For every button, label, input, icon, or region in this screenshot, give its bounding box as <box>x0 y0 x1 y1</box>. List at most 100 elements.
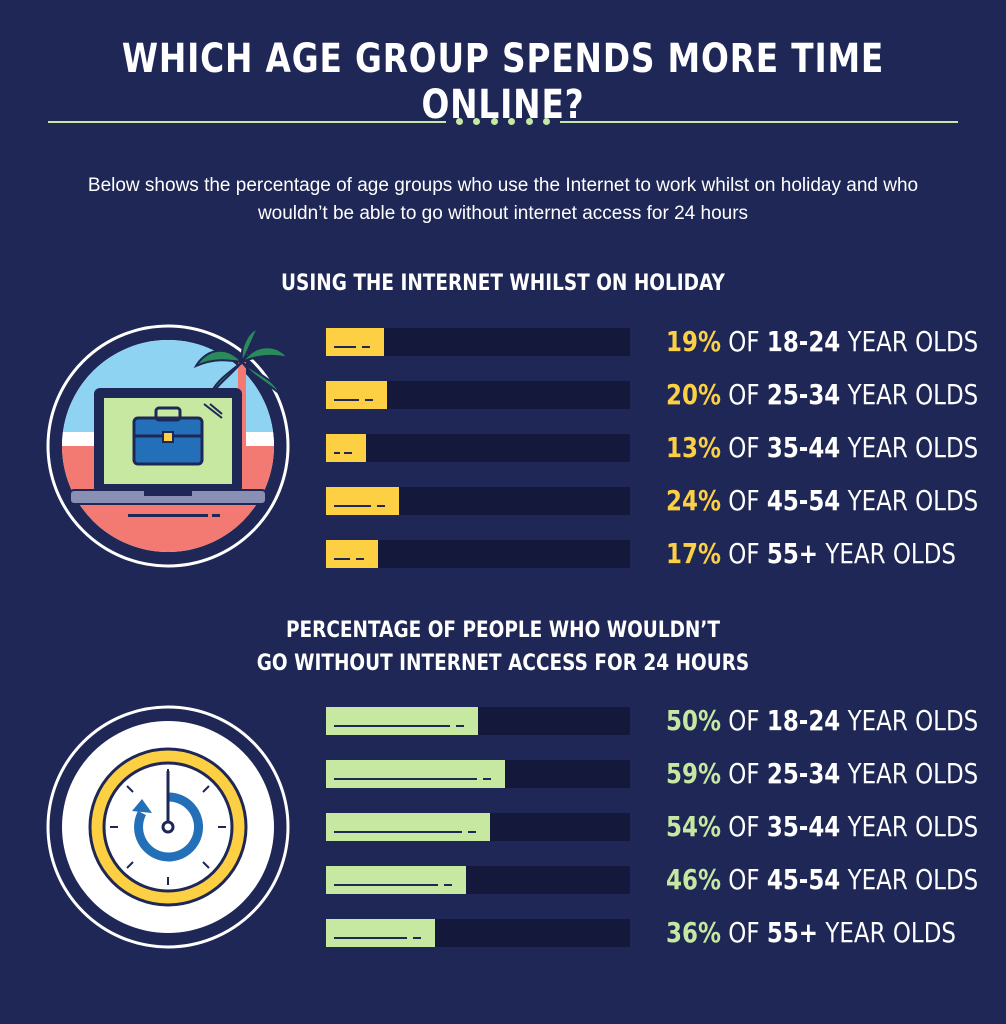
bar-category-label: 25-34 <box>766 378 841 411</box>
bar-row: 59% OF 25-34 YEAR OLDS <box>326 757 978 790</box>
holiday-chart-title: USING THE INTERNET WHILST ON HOLIDAY <box>281 271 725 296</box>
bar-suffix-text: YEAR OLDS <box>840 863 979 896</box>
bar-of-text: OF <box>720 325 767 358</box>
bar-dash <box>356 558 364 560</box>
bar-25-34 <box>326 381 387 409</box>
divider-dot <box>508 118 516 125</box>
bar-dash <box>334 452 340 454</box>
bar-label: 46% OF 45-54 YEAR OLDS <box>666 860 978 900</box>
bar-track <box>326 487 630 515</box>
bar-45-54 <box>326 487 399 515</box>
bar-dash <box>334 558 350 560</box>
bar-suffix-text: YEAR OLDS <box>840 378 979 411</box>
bar-row: 13% OF 35-44 YEAR OLDS <box>326 431 978 464</box>
bar-dash <box>413 937 421 939</box>
bar-dash <box>334 884 438 886</box>
bar-track <box>326 328 630 356</box>
bar-category-label: 45-54 <box>766 863 841 896</box>
bar-dash <box>334 937 407 939</box>
bar-dash <box>456 725 464 727</box>
bar-label: 54% OF 35-44 YEAR OLDS <box>666 807 978 847</box>
bar-25-34 <box>326 760 505 788</box>
bar-dash <box>468 831 476 833</box>
bar-of-text: OF <box>720 537 767 570</box>
bar-suffix-text: YEAR OLDS <box>840 431 979 464</box>
bar-label: 17% OF 55+ YEAR OLDS <box>666 534 956 574</box>
bar-row: 46% OF 45-54 YEAR OLDS <box>326 863 978 896</box>
bar-category-label: 55+ <box>766 916 819 949</box>
divider-dots <box>456 118 550 126</box>
bar-value-label: 20% <box>666 378 721 411</box>
bar-value-label: 24% <box>666 484 721 517</box>
bar-row: 24% OF 45-54 YEAR OLDS <box>326 484 978 517</box>
bar-suffix-text: YEAR OLDS <box>840 484 979 517</box>
bar-dash <box>362 346 370 348</box>
bar-category-label: 45-54 <box>766 484 841 517</box>
bar-of-text: OF <box>720 810 767 843</box>
bar-row: 19% OF 18-24 YEAR OLDS <box>326 325 978 358</box>
bar-dash <box>334 399 359 401</box>
divider-dot <box>473 118 481 125</box>
bar-dash <box>334 831 462 833</box>
bar-track <box>326 381 630 409</box>
divider-line-right <box>560 121 958 123</box>
bar-dash <box>334 725 450 727</box>
bar-label: 50% OF 18-24 YEAR OLDS <box>666 701 978 741</box>
bar-of-text: OF <box>720 378 767 411</box>
bar-value-label: 13% <box>666 431 721 464</box>
bar-suffix-text: YEAR OLDS <box>840 810 979 843</box>
offline-chart-title-line1: PERCENTAGE OF PEOPLE WHO WOULDN’T <box>285 618 721 643</box>
divider-line-left <box>48 121 446 123</box>
bar-dash <box>344 452 352 454</box>
bar-track <box>326 540 630 568</box>
bar-dash <box>334 778 477 780</box>
bar-label: 13% OF 35-44 YEAR OLDS <box>666 428 978 468</box>
bar-row: 36% OF 55+ YEAR OLDS <box>326 916 958 949</box>
bar-category-label: 18-24 <box>766 704 841 737</box>
offline-chart-title-line2: GO WITHOUT INTERNET ACCESS FOR 24 HOURS <box>256 651 750 676</box>
bar-row: 54% OF 35-44 YEAR OLDS <box>326 810 978 843</box>
divider-dot <box>456 118 463 125</box>
bar-value-label: 46% <box>666 863 721 896</box>
bar-value-label: 17% <box>666 537 721 570</box>
bar-dash <box>377 505 385 507</box>
bar-suffix-text: YEAR OLDS <box>818 537 956 570</box>
bar-value-label: 36% <box>666 916 721 949</box>
bar-dash <box>334 505 371 507</box>
bar-value-label: 50% <box>666 704 721 737</box>
page-title: WHICH AGE GROUP SPENDS MORE TIME ONLINE? <box>121 36 885 128</box>
bar-label: 24% OF 45-54 YEAR OLDS <box>666 481 978 521</box>
bar-35-44 <box>326 434 366 462</box>
divider-dot <box>525 118 533 125</box>
bar-of-text: OF <box>720 704 767 737</box>
bar-of-text: OF <box>720 916 767 949</box>
bar-category-label: 35-44 <box>766 431 841 464</box>
bar-dash <box>444 884 452 886</box>
bar-value-label: 19% <box>666 325 721 358</box>
bar-track <box>326 866 630 894</box>
bar-of-text: OF <box>720 757 767 790</box>
bar-row: 20% OF 25-34 YEAR OLDS <box>326 378 978 411</box>
bar-45-54 <box>326 866 466 894</box>
bar-category-label: 35-44 <box>766 810 841 843</box>
bar-row: 50% OF 18-24 YEAR OLDS <box>326 704 978 737</box>
bar-dash <box>334 346 356 348</box>
bar-of-text: OF <box>720 863 767 896</box>
bar-suffix-text: YEAR OLDS <box>840 757 979 790</box>
title-divider <box>48 112 958 132</box>
bar-35-44 <box>326 813 490 841</box>
bar-track <box>326 707 630 735</box>
laptop-palm-tree-icon <box>46 324 291 568</box>
bar-dash <box>483 778 491 780</box>
bar-label: 19% OF 18-24 YEAR OLDS <box>666 322 978 362</box>
bar-18-24 <box>326 328 384 356</box>
bar-of-text: OF <box>720 484 767 517</box>
bar-value-label: 59% <box>666 757 721 790</box>
bar-of-text: OF <box>720 431 767 464</box>
bar-18-24 <box>326 707 478 735</box>
bar-suffix-text: YEAR OLDS <box>818 916 956 949</box>
bar-row: 17% OF 55+ YEAR OLDS <box>326 537 958 570</box>
bar-55+ <box>326 919 435 947</box>
bar-label: 36% OF 55+ YEAR OLDS <box>666 913 956 953</box>
bar-category-label: 25-34 <box>766 757 841 790</box>
